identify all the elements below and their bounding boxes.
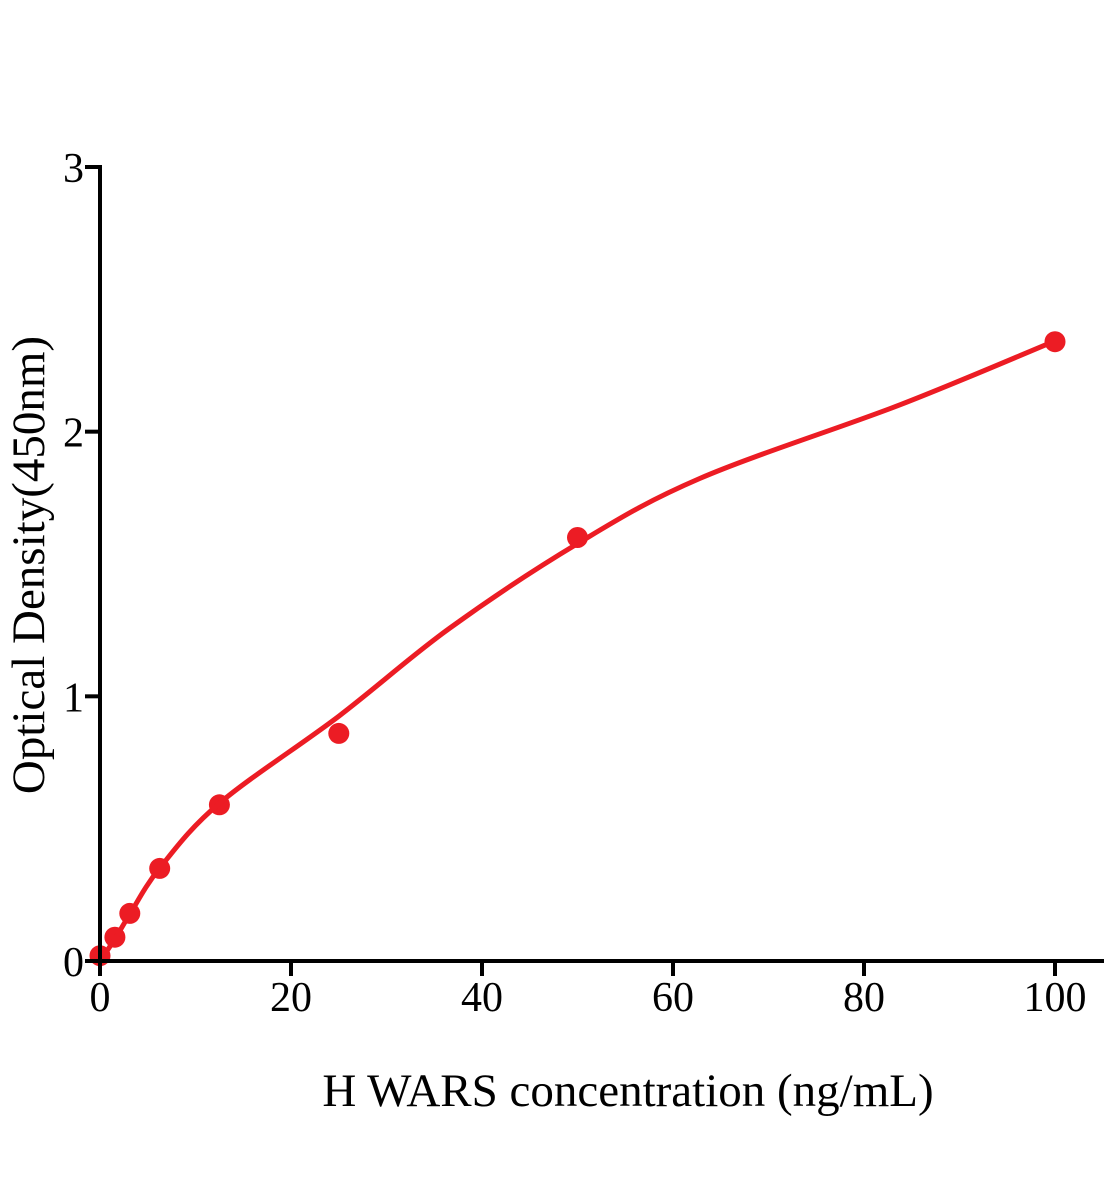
x-tick-label-20: 20 [270, 975, 312, 1021]
y-axis-title: Optical Density(450nm) [3, 336, 55, 794]
y-tick-label-0: 0 [63, 940, 84, 986]
data-point-5 [328, 722, 350, 744]
y-tick-label-2: 2 [63, 411, 84, 457]
x-tick-label-100: 100 [1024, 975, 1087, 1021]
x-axis-title: H WARS concentration (ng/mL) [322, 1065, 933, 1117]
axes-layer: 0 20 40 60 80 100 0 1 2 3 [63, 146, 1104, 1021]
fitted-curve-path [97, 338, 1058, 964]
x-tick-label-60: 60 [652, 975, 694, 1021]
series-layer [89, 331, 1066, 967]
x-tick-label-0: 0 [90, 975, 111, 1021]
x-tick-label-40: 40 [461, 975, 503, 1021]
y-tick-label-1: 1 [63, 675, 84, 721]
x-tick-label-80: 80 [843, 975, 885, 1021]
y-tick-label-3: 3 [63, 146, 84, 192]
